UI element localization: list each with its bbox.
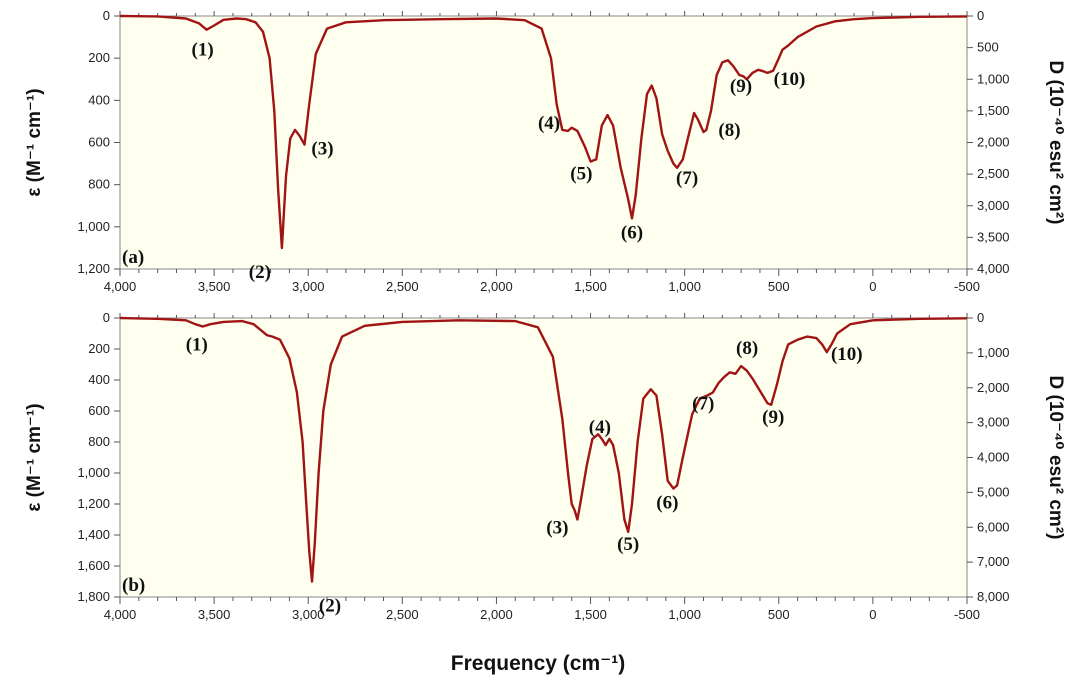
- peak-label: (4): [538, 113, 560, 134]
- y-tick-label-left: 600: [88, 403, 110, 418]
- panel-b: 4,000 3,500 3,000 2,500 2,000 1,500 1,000 500 0 -…: [24, 310, 1066, 622]
- y-tick-label-right: 3,000: [977, 415, 1010, 430]
- x-tick-label: 500: [768, 279, 790, 294]
- y-tick-label-right: 1,500: [977, 103, 1010, 118]
- y-axis-title-left: ε (M⁻¹ cm⁻¹): [24, 88, 45, 196]
- y-tick-label-left: 1,600: [77, 558, 110, 573]
- y-tick-label-right: 2,000: [977, 135, 1010, 150]
- x-tick-label: 1,000: [668, 279, 701, 294]
- peak-label: (9): [762, 407, 784, 428]
- peak-label: (7): [676, 168, 698, 189]
- y-tick-label-left: 1,200: [77, 261, 110, 276]
- peak-label: (8): [736, 338, 758, 359]
- peak-label: (5): [570, 163, 592, 184]
- peak-label: (3): [546, 518, 568, 539]
- x-tick-label: 1,000: [668, 607, 701, 622]
- y-tick-label-left: 200: [88, 50, 110, 65]
- x-tick-label: 3,500: [198, 607, 231, 622]
- spectrum-line: [119, 316, 968, 583]
- y-tick-label-left: 200: [88, 341, 110, 356]
- y-tick-label-right: 7,000: [977, 554, 1010, 569]
- y-axis-title-right: D (10⁻⁴⁰ esu² cm²): [1045, 376, 1066, 540]
- y-tick-label-right: 6,000: [977, 519, 1010, 534]
- plot-area: [119, 317, 968, 598]
- peak-label: (7): [692, 394, 714, 415]
- peak-label: (9): [730, 76, 752, 97]
- peak-label: (2): [319, 596, 341, 617]
- x-tick-label: 0: [869, 279, 876, 294]
- peak-label: (5): [617, 534, 639, 555]
- x-tick-label: 500: [768, 607, 790, 622]
- y-axis-title-right: D (10⁻⁴⁰ esu² cm²): [1045, 61, 1066, 225]
- peak-label: (6): [621, 222, 643, 243]
- plot-area: [119, 15, 968, 270]
- panel-label: (a): [122, 247, 144, 268]
- x-axis-title: Frequency (cm⁻¹): [451, 652, 625, 675]
- x-tick-label: -500: [954, 279, 980, 294]
- x-tick-label: 0: [869, 607, 876, 622]
- x-tick-label: -500: [954, 607, 980, 622]
- peak-label: (1): [186, 335, 208, 356]
- y-tick-label-left: 1,800: [77, 589, 110, 604]
- y-tick-label-left: 800: [88, 177, 110, 192]
- peak-label: (8): [718, 120, 740, 141]
- y-tick-label-right: 3,000: [977, 198, 1010, 213]
- x-tick-label: 2,500: [386, 279, 419, 294]
- y-tick-label-right: 0: [977, 310, 984, 325]
- peak-label: (10): [831, 344, 863, 365]
- x-tick-label: 4,000: [104, 607, 137, 622]
- y-tick-label-left: 0: [103, 310, 110, 325]
- x-tick-label: 3,000: [292, 607, 325, 622]
- peak-label: (6): [656, 493, 678, 514]
- x-tick-label: 4,000: [104, 279, 137, 294]
- y-tick-label-left: 600: [88, 135, 110, 150]
- y-tick-label-left: 1,200: [77, 496, 110, 511]
- y-tick-label-left: 1,000: [77, 219, 110, 234]
- y-tick-label-right: 0: [977, 8, 984, 23]
- x-tick-label: 2,000: [480, 279, 513, 294]
- spectrum-line: [119, 14, 968, 250]
- y-tick-label-right: 2,000: [977, 380, 1010, 395]
- peak-label: (1): [192, 40, 214, 61]
- peak-label: (3): [311, 139, 333, 160]
- y-tick-label-right: 3,500: [977, 229, 1010, 244]
- y-tick-label-left: 1,000: [77, 465, 110, 480]
- x-tick-label: 3,500: [198, 279, 231, 294]
- y-tick-label-right: 1,000: [977, 345, 1010, 360]
- y-tick-label-right: 4,000: [977, 261, 1010, 276]
- peak-label: (10): [774, 69, 806, 90]
- peak-label: (4): [589, 417, 611, 438]
- y-tick-label-right: 4,000: [977, 450, 1010, 465]
- y-tick-label-left: 800: [88, 434, 110, 449]
- y-tick-label-left: 400: [88, 92, 110, 107]
- peak-label: (2): [249, 262, 271, 283]
- panel-label: (b): [122, 575, 145, 596]
- x-tick-label: 1,500: [574, 279, 607, 294]
- y-tick-label-left: 400: [88, 372, 110, 387]
- y-tick-label-left: 0: [103, 8, 110, 23]
- y-tick-label-right: 500: [977, 40, 999, 55]
- y-axis-title-left: ε (M⁻¹ cm⁻¹): [24, 403, 45, 511]
- x-tick-label: 1,500: [574, 607, 607, 622]
- y-tick-label-left: 1,400: [77, 527, 110, 542]
- y-tick-label-right: 5,000: [977, 484, 1010, 499]
- y-tick-label-right: 1,000: [977, 71, 1010, 86]
- panel-a: 4,000 3,500 3,000 2,500 2,000 1,500 1,000 500 0 -…: [24, 8, 1066, 294]
- x-tick-label: 2,000: [480, 607, 513, 622]
- x-tick-label: 3,000: [292, 279, 325, 294]
- x-tick-label: 2,500: [386, 607, 419, 622]
- y-tick-label-right: 8,000: [977, 589, 1010, 604]
- y-tick-label-right: 2,500: [977, 166, 1010, 181]
